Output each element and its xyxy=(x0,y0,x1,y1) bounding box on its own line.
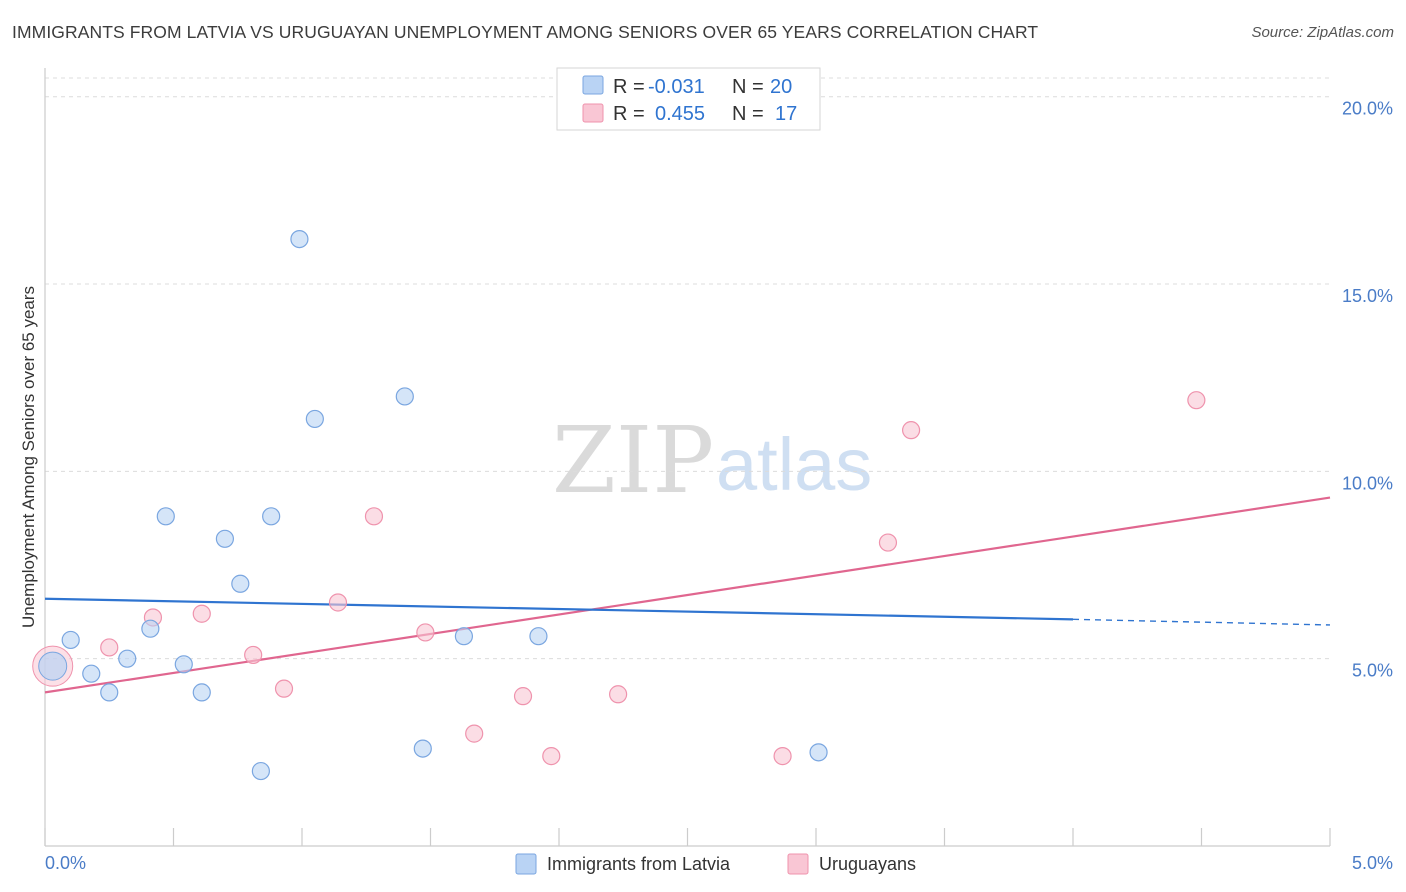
x-tick-label-1: 5.0% xyxy=(1352,853,1393,873)
watermark: ZIP atlas xyxy=(552,407,872,514)
legend-swatch-uruguayans xyxy=(582,103,604,123)
x-tick-labels: 0.0% 5.0% xyxy=(45,853,1393,873)
point-uruguayans-4 xyxy=(244,645,263,665)
point-latvia-6 xyxy=(156,507,175,526)
legend-n-value-latvia: 20 xyxy=(770,76,792,98)
point-uruguayans-11 xyxy=(542,746,561,766)
watermark-atlas: atlas xyxy=(716,423,872,506)
chart-title: IMMIGRANTS FROM LATVIA VS URUGUAYAN UNEM… xyxy=(12,22,1039,42)
point-latvia-19 xyxy=(809,743,828,762)
point-latvia-8 xyxy=(192,683,211,702)
point-latvia-1 xyxy=(61,630,80,650)
source-credit: Source: ZipAtlas.com xyxy=(1251,24,1394,41)
bottom-legend-swatch-uruguayans xyxy=(787,853,809,875)
point-latvia-5 xyxy=(141,619,160,638)
bottom-legend-swatch-latvia xyxy=(515,853,537,875)
point-uruguayans-14 xyxy=(878,533,898,552)
point-latvia-cluster xyxy=(38,651,68,681)
point-latvia-18 xyxy=(529,627,548,646)
point-uruguayans-16 xyxy=(1187,391,1206,410)
data-points xyxy=(32,229,1206,781)
point-latvia-16 xyxy=(413,739,432,758)
legend-n-value-uruguayans: 17 xyxy=(775,103,797,125)
trend-lines xyxy=(44,496,1331,694)
series-legend: Immigrants from Latvia Uruguayans xyxy=(515,853,916,875)
bottom-legend-label-latvia: Immigrants from Latvia xyxy=(547,854,731,874)
y-tick-label-2: 15.0% xyxy=(1342,286,1393,306)
point-uruguayans-8 xyxy=(416,623,435,642)
point-uruguayans-3 xyxy=(192,604,211,623)
stats-legend: R = -0.031 N = 20 R = 0.455 N = 17 xyxy=(556,67,821,131)
trend-line-latvia-extension xyxy=(1072,618,1331,626)
point-latvia-14 xyxy=(305,409,324,429)
point-latvia-9 xyxy=(215,529,234,548)
y-tick-labels: 5.0% 10.0% 15.0% 20.0% xyxy=(1342,99,1393,681)
y-tick-label-0: 5.0% xyxy=(1352,661,1393,681)
point-latvia-3 xyxy=(100,683,119,702)
gridlines xyxy=(45,77,1330,660)
point-latvia-10 xyxy=(231,574,250,593)
point-uruguayans-5 xyxy=(274,679,294,698)
point-uruguayans-15 xyxy=(901,421,921,440)
point-uruguayans-1 xyxy=(100,638,119,657)
point-uruguayans-7 xyxy=(364,507,384,526)
legend-r-label-uruguayans: R = xyxy=(613,103,645,125)
axes xyxy=(44,68,1331,847)
point-uruguayans-13 xyxy=(773,746,792,766)
point-latvia-2 xyxy=(82,664,101,683)
legend-n-label-latvia: N = xyxy=(732,76,764,98)
watermark-zip: ZIP xyxy=(552,407,714,514)
point-uruguayans-9 xyxy=(465,724,484,743)
point-latvia-13 xyxy=(290,229,309,249)
point-latvia-4 xyxy=(118,649,137,668)
point-latvia-17 xyxy=(454,627,474,646)
bottom-legend-label-uruguayans: Uruguayans xyxy=(819,854,916,874)
legend-n-label-uruguayans: N = xyxy=(732,103,764,125)
legend-swatch-latvia xyxy=(582,75,604,95)
legend-r-value-uruguayans: 0.455 xyxy=(655,103,705,125)
point-latvia-15 xyxy=(395,387,414,406)
point-latvia-11 xyxy=(251,761,270,781)
legend-r-label-latvia: R = xyxy=(613,76,645,98)
point-uruguayans-6 xyxy=(328,593,348,612)
trend-line-uruguayans xyxy=(44,496,1331,694)
y-tick-label-1: 10.0% xyxy=(1342,473,1393,493)
legend-r-value-latvia: -0.031 xyxy=(648,76,705,98)
trend-line-latvia xyxy=(44,597,1074,621)
point-uruguayans-10 xyxy=(513,687,533,706)
y-axis-label: Unemployment Among Seniors over 65 years xyxy=(19,286,38,628)
point-latvia-7 xyxy=(174,655,193,674)
y-tick-label-3: 20.0% xyxy=(1342,99,1393,119)
point-latvia-12 xyxy=(262,507,281,526)
x-tick-label-0: 0.0% xyxy=(45,853,86,873)
point-uruguayans-12 xyxy=(609,685,628,704)
